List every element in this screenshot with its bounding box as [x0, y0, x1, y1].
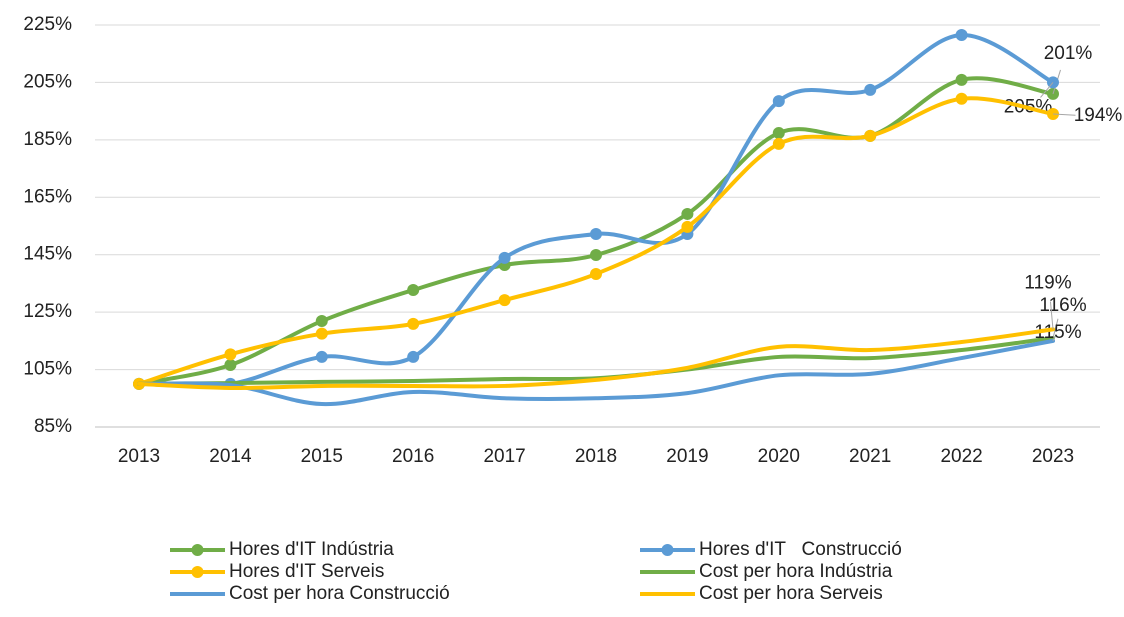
point-marker: [590, 228, 602, 241]
x-tick-label: 2015: [301, 446, 343, 467]
point-marker: [955, 29, 968, 42]
legend-marker: [661, 544, 674, 556]
data-label: 119%: [1024, 272, 1071, 293]
x-tick-label: 2016: [392, 446, 434, 467]
y-tick-label: 125%: [23, 301, 72, 322]
leader-line: [1052, 335, 1056, 342]
point-marker: [407, 317, 420, 330]
point-marker: [315, 350, 328, 363]
x-tick-label: 2017: [483, 446, 525, 467]
x-tick-label: 2023: [1032, 446, 1074, 467]
point-marker: [864, 83, 877, 96]
y-tick-label: 85%: [34, 416, 72, 437]
point-marker: [407, 284, 420, 297]
point-marker: [772, 137, 785, 150]
leader-line: [1050, 301, 1054, 330]
y-tick-label: 165%: [23, 186, 72, 207]
point-marker: [955, 92, 968, 105]
y-tick-label: 205%: [23, 71, 72, 92]
point-marker: [681, 220, 694, 233]
legend-marker: [191, 544, 204, 556]
legend-label: Hores d'IT Serveis: [229, 561, 384, 582]
y-tick-label: 105%: [23, 359, 72, 380]
leader-line: [1040, 82, 1054, 98]
legend-label: Hores d'IT Indústria: [229, 539, 394, 560]
series-line: [137, 338, 1055, 407]
x-tick-label: 2022: [940, 446, 982, 467]
legend-label: Hores d'IT Construcció: [699, 539, 902, 560]
x-tick-label: 2018: [575, 446, 617, 467]
data-label: 115%: [1034, 322, 1081, 343]
series-line: [137, 96, 1055, 386]
point-marker: [681, 207, 694, 220]
leader-line: [1052, 113, 1076, 116]
legend-marker: [191, 566, 204, 578]
point-marker: [224, 348, 237, 361]
x-tick-label: 2019: [666, 446, 708, 467]
point-marker: [772, 126, 785, 139]
series-line: [137, 76, 1055, 386]
y-tick-label: 225%: [23, 14, 72, 35]
leader-line: [1052, 318, 1059, 339]
data-label: 116%: [1039, 295, 1086, 316]
point-marker: [407, 350, 420, 363]
legend-label: Cost per hora Serveis: [699, 583, 883, 604]
data-label: 194%: [1074, 105, 1123, 126]
x-tick-label: 2021: [849, 446, 891, 467]
data-label: 201%: [1044, 43, 1093, 64]
point-marker: [315, 315, 328, 328]
series-line: [137, 327, 1055, 390]
series-line: [137, 33, 1055, 388]
point-marker: [864, 129, 877, 142]
legend-label: Cost per hora Indústria: [699, 561, 893, 582]
point-marker: [590, 249, 602, 262]
x-tick-label: 2013: [118, 446, 160, 467]
point-marker: [955, 73, 968, 86]
x-tick-label: 2014: [209, 446, 252, 467]
point-marker: [498, 251, 511, 264]
point-marker: [498, 294, 511, 307]
point-marker: [315, 327, 328, 340]
point-marker: [590, 267, 602, 280]
legend-label: Cost per hora Construcció: [229, 583, 450, 604]
x-tick-label: 2020: [758, 446, 800, 467]
y-tick-label: 185%: [23, 129, 72, 150]
point-marker: [224, 358, 237, 371]
y-tick-label: 145%: [23, 244, 72, 265]
point-marker: [772, 95, 785, 108]
